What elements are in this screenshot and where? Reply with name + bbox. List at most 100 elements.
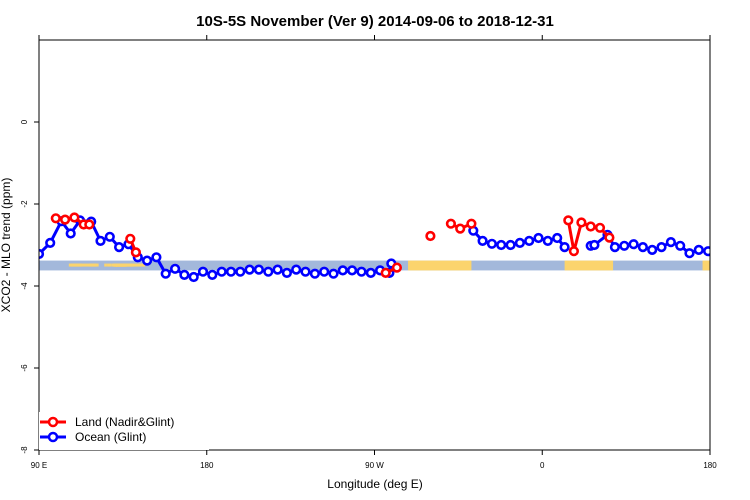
data-point xyxy=(365,267,376,279)
data-point xyxy=(281,267,293,279)
data-point xyxy=(455,223,466,234)
data-point xyxy=(637,242,649,253)
data-point xyxy=(253,264,264,275)
data-point xyxy=(59,214,71,225)
data-point xyxy=(563,215,574,226)
data-point xyxy=(337,265,348,276)
x-tick-label: 180 xyxy=(200,461,214,470)
legend: Land (Nadir&Glint) Ocean (Glint) xyxy=(39,412,209,450)
data-point xyxy=(585,221,596,232)
data-point xyxy=(151,252,162,263)
data-point xyxy=(505,239,516,251)
data-point xyxy=(703,246,710,257)
x-tick-label: 90 W xyxy=(365,461,384,470)
land-band-speck xyxy=(72,263,81,267)
data-point xyxy=(524,235,535,246)
land-band-segment xyxy=(702,260,710,271)
ocean-band xyxy=(39,260,710,271)
data-point xyxy=(742,214,750,222)
y-tick-label: 0 xyxy=(20,119,29,124)
y-axis-label: XCO2 - MLO trend (ppm) xyxy=(0,178,13,313)
legend-land-label: Land (Nadir&Glint) xyxy=(75,415,174,429)
series-line xyxy=(727,218,750,225)
data-point xyxy=(496,239,507,251)
background-bands xyxy=(39,260,710,271)
data-point xyxy=(723,215,731,223)
data-point xyxy=(179,269,190,281)
data-point xyxy=(391,262,403,273)
data-point xyxy=(50,213,61,224)
data-point xyxy=(552,232,563,244)
land-band-segment xyxy=(408,260,472,271)
data-point xyxy=(533,232,544,244)
plot-frame xyxy=(38,39,711,451)
data-point xyxy=(604,232,615,243)
y-axis: 0 -2 -4 -6 -8 xyxy=(20,119,39,454)
legend-ocean-label: Ocean (Glint) xyxy=(75,430,146,444)
data-point xyxy=(216,266,227,277)
legend-ocean-marker xyxy=(47,431,59,443)
data-point xyxy=(160,268,171,279)
x-tick-label: 0 xyxy=(540,461,545,470)
data-point xyxy=(188,271,199,283)
data-point xyxy=(197,266,209,277)
land-band-speck xyxy=(89,263,97,267)
data-point xyxy=(319,266,330,277)
data-point xyxy=(568,246,580,257)
data-point xyxy=(263,266,274,277)
data-point xyxy=(65,228,76,239)
legend-box xyxy=(39,412,209,450)
data-point xyxy=(719,217,727,225)
data-point xyxy=(594,222,606,233)
data-point xyxy=(445,218,457,229)
data-point xyxy=(466,218,477,229)
chart-title: 10S-5S November (Ver 9) 2014-09-06 to 20… xyxy=(196,13,554,30)
data-point xyxy=(514,237,526,248)
data-point xyxy=(589,239,600,251)
x-axis: 90 E 180 90 W 0 180 xyxy=(31,35,717,470)
data-point xyxy=(425,230,436,242)
y-tick-label: -8 xyxy=(20,446,29,454)
data-point xyxy=(656,242,667,253)
data-point xyxy=(380,267,391,279)
data-point xyxy=(665,237,677,248)
data-point xyxy=(45,237,56,248)
land-band-speck xyxy=(107,263,112,267)
data-point xyxy=(712,240,720,248)
data-point xyxy=(309,268,321,279)
data-point xyxy=(113,242,125,253)
data-point xyxy=(559,242,570,253)
x-axis-label: Longitude (deg E) xyxy=(327,477,422,491)
data-point xyxy=(225,266,237,277)
data-point xyxy=(477,235,488,246)
data-point xyxy=(729,229,737,237)
series-land xyxy=(50,212,750,279)
data-point xyxy=(628,239,639,250)
y-tick-label: -4 xyxy=(20,282,29,290)
data-point xyxy=(125,233,136,244)
data-point xyxy=(104,231,115,242)
land-band-speck xyxy=(70,263,73,267)
land-band-speck xyxy=(115,263,117,267)
x-tick-label: 90 E xyxy=(31,461,47,470)
land-band-speck xyxy=(104,263,107,267)
data-point xyxy=(291,264,302,275)
land-band-speck xyxy=(106,263,108,267)
data-point xyxy=(142,255,153,266)
data-point xyxy=(576,217,587,228)
data-point xyxy=(84,219,95,230)
land-band-speck xyxy=(122,263,146,267)
data-point xyxy=(647,244,658,255)
data-point xyxy=(486,238,498,249)
y-tick-label: -6 xyxy=(20,364,29,372)
data-point xyxy=(693,244,704,255)
data-point xyxy=(272,264,283,275)
x-tick-label: 180 xyxy=(703,461,717,470)
data-point xyxy=(235,266,246,277)
data-point xyxy=(69,212,80,223)
data-point xyxy=(130,247,141,258)
data-point xyxy=(619,240,630,251)
land-band-speck xyxy=(113,263,115,267)
legend-land-marker xyxy=(47,416,59,428)
